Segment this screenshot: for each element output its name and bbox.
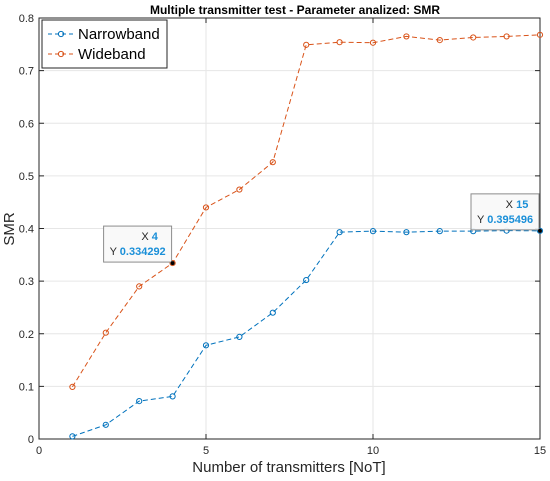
data-point[interactable] [269, 159, 276, 166]
datatip-box [470, 193, 540, 231]
series-wideband [69, 31, 544, 391]
data-point[interactable] [470, 34, 477, 41]
y-tick-label: 0.8 [19, 13, 34, 25]
x-tick-label: 0 [36, 445, 42, 457]
data-point[interactable] [369, 39, 377, 46]
series-line-narrowband [72, 230, 541, 437]
data-point[interactable] [169, 259, 176, 267]
y-tick-label: 0.7 [19, 66, 34, 78]
datatip-y-label: Y [110, 246, 120, 258]
y-tick-label: 0.5 [19, 171, 34, 183]
y-tick-label: 0 [28, 434, 34, 446]
chart-title: Multiple transmitter test - Parameter an… [150, 3, 440, 17]
x-axis-label: Number of transmitters [NoT] [192, 459, 385, 476]
legend-label: Wideband [78, 46, 146, 63]
datatip-1[interactable]: X 15 Y 0.395496 [470, 193, 542, 233]
data-point[interactable] [369, 228, 377, 235]
data-point[interactable] [336, 229, 343, 236]
series-narrowband [69, 227, 544, 440]
tick-labels: 0 5 10 15 0 0.1 0.2 0.3 0.4 0.5 0.6 0.7 0.8 [19, 13, 546, 457]
data-point[interactable] [69, 383, 76, 391]
datatip-box [103, 225, 173, 263]
datatip-y-row: Y 0.395496 [477, 214, 533, 226]
datatip-marker [170, 261, 175, 266]
datatip-marker [538, 228, 542, 233]
datatip-x-label: X [141, 231, 151, 243]
legend-label: Narrowband [78, 26, 160, 43]
datatip-x-label: X [506, 199, 516, 211]
data-point[interactable] [136, 398, 143, 405]
data-point[interactable] [503, 33, 510, 40]
data-point[interactable] [69, 433, 76, 440]
data-point[interactable] [269, 309, 276, 316]
data-point[interactable] [403, 33, 410, 40]
y-tick-label: 0.6 [19, 118, 34, 130]
legend-entry-wideband[interactable]: Wideband [48, 46, 146, 63]
data-point[interactable] [336, 39, 343, 46]
data-point[interactable] [236, 186, 243, 193]
y-tick-label: 0.3 [19, 276, 34, 288]
datatip-0[interactable]: X 4 Y 0.334292 [103, 225, 175, 266]
data-point[interactable] [303, 41, 310, 48]
datatip-x-value: 4 [152, 231, 159, 243]
y-tick-label: 0.1 [19, 381, 34, 393]
data-point[interactable] [169, 393, 176, 400]
data-tips: X 4 Y 0.334292 X 15 Y 0.395496 [103, 193, 542, 266]
data-point[interactable] [202, 342, 210, 349]
y-tick-label: 0.2 [19, 329, 34, 341]
data-point[interactable] [202, 204, 210, 211]
legend-box [41, 19, 168, 69]
data-point[interactable] [102, 421, 109, 428]
data-series [69, 31, 544, 440]
datatip-y-value: 0.334292 [120, 246, 166, 258]
x-tick-label: 5 [203, 445, 209, 457]
datatip-x-row: X 15 [506, 199, 529, 211]
legend: Narrowband Wideband [41, 19, 168, 69]
x-tick-label: 15 [534, 445, 546, 457]
data-point[interactable] [403, 229, 410, 236]
legend-marker [57, 30, 65, 38]
data-point[interactable] [102, 329, 109, 336]
datatip-y-value: 0.395496 [487, 214, 533, 226]
legend-entry-narrowband[interactable]: Narrowband [48, 26, 160, 43]
y-axis-label: SMR [1, 212, 18, 246]
datatip-x-row: X 4 [141, 231, 158, 243]
data-point[interactable] [536, 227, 544, 234]
data-point[interactable] [136, 283, 143, 290]
y-tick-label: 0.4 [19, 224, 34, 236]
data-point[interactable] [536, 31, 544, 38]
x-tick-label: 10 [367, 445, 379, 457]
datatip-y-label: Y [477, 214, 487, 226]
datatip-x-value: 15 [516, 199, 528, 211]
data-point[interactable] [303, 276, 310, 284]
data-point[interactable] [436, 228, 443, 235]
legend-marker [57, 50, 65, 58]
datatip-y-row: Y 0.334292 [110, 246, 166, 258]
series-line-wideband [71, 34, 541, 388]
data-point[interactable] [236, 333, 243, 341]
data-point[interactable] [436, 37, 443, 44]
